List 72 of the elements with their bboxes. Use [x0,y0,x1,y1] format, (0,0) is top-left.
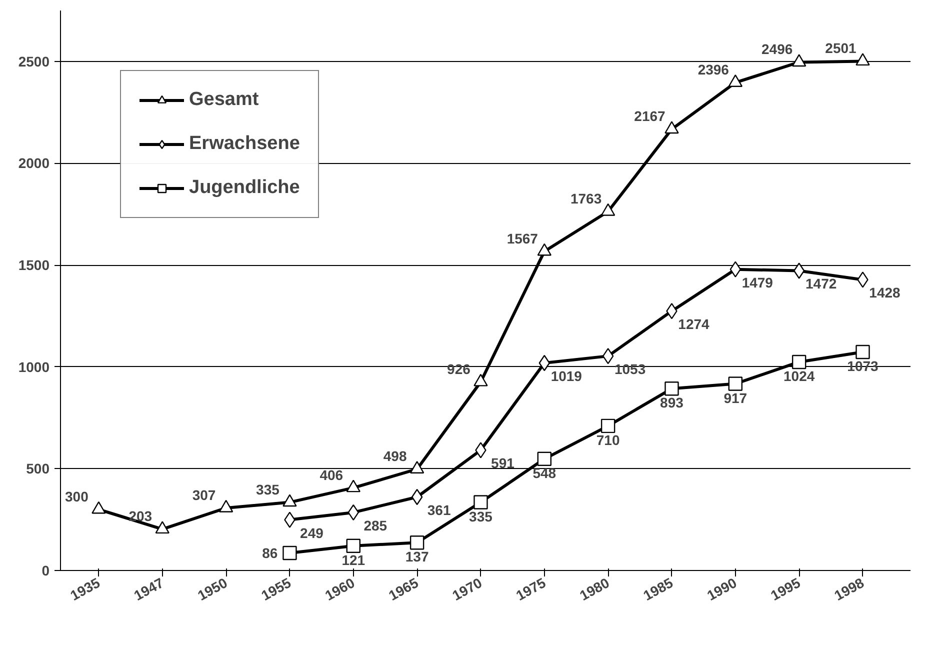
data-label: 121 [342,552,366,568]
data-label: 86 [262,544,278,561]
legend-label: Erwachsene [189,133,300,155]
point [600,203,616,216]
y-tick-label: 1500 [18,257,50,274]
data-label: 1019 [550,368,582,384]
point [602,348,614,364]
data-label: 2167 [634,108,666,124]
point [346,538,360,553]
point [537,243,552,256]
point [410,536,424,550]
x-tick-label: 1947 [131,574,166,604]
data-label: 1479 [742,274,774,290]
x-tick-label: 1995 [768,574,804,604]
data-label: 285 [364,517,388,534]
data-label: 710 [596,432,620,448]
data-label: 249 [300,524,324,541]
x-tick-label: 1955 [258,574,294,604]
point [792,354,806,370]
x-tick-label: 1970 [450,574,485,604]
x-tick-label: 1985 [640,574,676,604]
x-tick-label: 1935 [68,574,103,604]
x-tick-label: 1965 [386,574,422,604]
data-label: 203 [128,508,152,524]
data-label: 893 [660,394,684,411]
data-label: 917 [724,390,748,406]
y-tick-label: 500 [26,460,50,477]
data-label: 307 [192,486,216,503]
point [856,344,870,360]
data-label: 300 [65,488,89,504]
y-tick-label: 2000 [18,155,50,172]
data-label: 1472 [806,276,837,292]
data-label: 1428 [869,284,901,301]
point [664,121,679,134]
data-label: 335 [469,508,493,524]
data-label: 335 [256,481,280,498]
data-label: 498 [383,448,407,464]
y-tick-label: 2500 [18,53,50,70]
point [856,53,870,66]
point [474,495,488,510]
point [728,74,743,87]
x-tick-label: 1998 [832,574,867,604]
data-label: 2496 [762,41,793,58]
point [411,488,423,506]
data-label: 137 [405,548,429,565]
data-label: 1024 [784,368,815,384]
point [730,261,742,278]
data-label: 2396 [698,62,730,78]
point [793,262,805,279]
x-tick-label: 1950 [194,574,230,604]
x-tick-label: 1980 [576,574,612,604]
y-tick-label: 1000 [18,358,50,375]
y-tick-label: 0 [42,562,50,578]
x-tick-label: 1975 [513,574,548,604]
data-label: 1274 [678,316,710,332]
data-label: 2501 [825,40,857,56]
data-label: 548 [532,464,556,481]
legend-label: Gesamt [189,89,259,111]
point [728,376,743,391]
data-label: 406 [320,466,344,483]
legend-label: Jugendliche [189,177,300,199]
point [537,452,552,466]
data-label: 1567 [506,230,538,246]
point [600,418,616,434]
data-label: 361 [427,502,451,518]
point [282,546,297,560]
x-tick-label: 1990 [704,574,740,604]
data-label: 591 [491,455,515,472]
x-tick-label: 1960 [322,574,358,604]
point [792,54,806,67]
data-label: 1763 [570,190,602,206]
point [664,382,679,396]
